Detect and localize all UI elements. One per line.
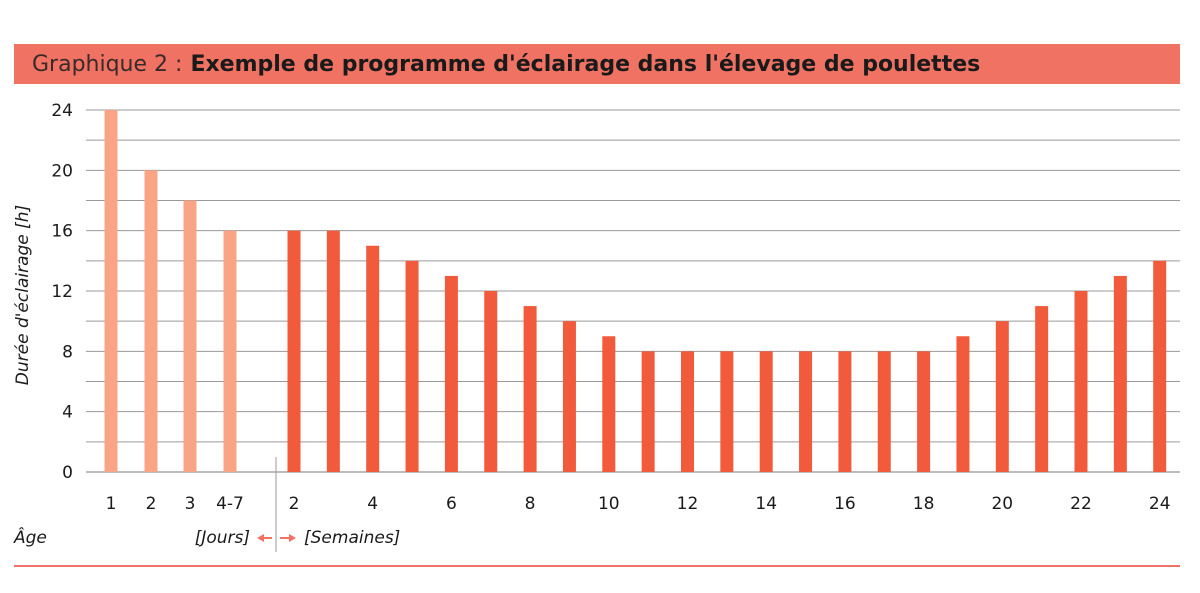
y-tick-label: 4 (62, 403, 73, 423)
x-tick-label: 12 (677, 494, 699, 514)
bar-week-10 (602, 336, 616, 472)
x-tick-label: 4 (367, 494, 378, 514)
y-tick-label: 20 (51, 161, 73, 181)
chart-title: Exemple de programme d'éclairage dans l'… (190, 51, 981, 77)
x-tick-label: 2 (289, 494, 300, 514)
bar-week-16 (838, 351, 852, 472)
days-unit-label: [Jours] (195, 528, 250, 548)
y-tick-label: 16 (51, 222, 73, 242)
bar-week-15 (799, 351, 813, 472)
bar-days-1 (104, 110, 118, 472)
bar-days-3 (183, 200, 197, 472)
y-tick-label: 24 (51, 101, 73, 121)
bar-week-12 (681, 351, 694, 472)
y-tick-label: 8 (62, 342, 73, 362)
bar-days-2 (144, 170, 158, 473)
bar-week-2 (287, 230, 301, 472)
footer-divider (14, 565, 1180, 567)
bar-week-7 (484, 291, 498, 472)
y-tick-label: 12 (51, 282, 73, 302)
x-tick-label: 8 (525, 494, 536, 514)
bar-week-21 (1035, 306, 1049, 472)
x-axis-label: Âge (13, 526, 47, 548)
y-axis-label: Durée d'éclairage [h] (13, 205, 33, 385)
bar-week-9 (562, 321, 576, 472)
bar-week-13 (720, 351, 734, 472)
bar-days-4-7 (223, 230, 237, 472)
bar-week-6 (444, 275, 458, 472)
bar-week-5 (405, 260, 419, 472)
chart-title-prefix: Graphique 2 : (32, 51, 183, 77)
bar-week-18 (917, 351, 931, 472)
x-tick-label: 20 (991, 494, 1013, 514)
arrow-right-head (289, 534, 296, 542)
bar-week-22 (1074, 291, 1088, 472)
x-tick-label: 14 (755, 494, 777, 514)
arrow-left-head (257, 534, 264, 542)
x-tick-label: 6 (446, 494, 457, 514)
bar-week-17 (877, 351, 891, 472)
bar-week-11 (641, 351, 655, 472)
x-tick-label: 22 (1070, 494, 1092, 514)
x-tick-label: 10 (598, 494, 620, 514)
bar-week-8 (523, 306, 537, 472)
x-tick-label: 24 (1149, 494, 1171, 514)
x-tick-label: 16 (834, 494, 856, 514)
x-tick-label: 4-7 (216, 494, 244, 514)
bar-week-4 (366, 245, 380, 472)
bar-week-23 (1113, 275, 1127, 472)
bar-week-24 (1153, 260, 1167, 472)
bar-week-20 (995, 321, 1009, 472)
x-tick-label: 2 (146, 494, 157, 514)
x-tick-label: 1 (106, 494, 117, 514)
bar-week-14 (759, 351, 773, 472)
x-tick-label: 18 (913, 494, 935, 514)
weeks-unit-label: [Semaines] (304, 528, 400, 548)
bar-week-19 (956, 336, 970, 472)
x-tick-label: 3 (185, 494, 196, 514)
chart-title-bar: Graphique 2 : Exemple de programme d'écl… (14, 44, 1180, 84)
bar-week-3 (326, 230, 340, 472)
y-tick-label: 0 (62, 463, 73, 483)
